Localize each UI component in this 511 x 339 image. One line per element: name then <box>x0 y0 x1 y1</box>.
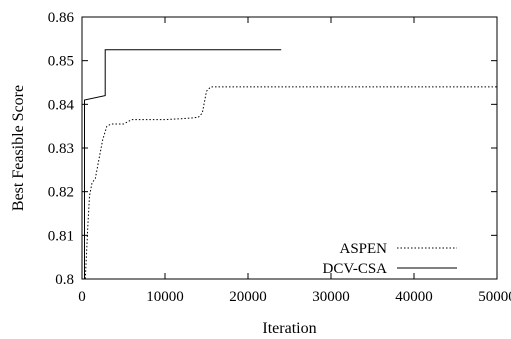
series-line-dcv-csa <box>82 49 282 280</box>
x-tick-label: 20000 <box>229 289 267 305</box>
series-line-aspen <box>82 86 497 280</box>
y-tick-label: 0.82 <box>48 185 74 201</box>
x-tick-label: 30000 <box>312 289 350 305</box>
series-layer <box>82 49 497 280</box>
y-tick-label: 0.8 <box>55 272 74 288</box>
legend-label: DCV-CSA <box>323 261 388 277</box>
x-tick-label: 40000 <box>395 289 433 305</box>
legend: ASPEN DCV-CSA <box>323 241 457 277</box>
y-tick-label: 0.81 <box>48 228 74 244</box>
y-tick-label: 0.83 <box>48 141 74 157</box>
y-axis: 0.8 0.81 0.82 0.83 0.84 0.85 0.86 <box>48 10 497 288</box>
y-tick-label: 0.84 <box>48 97 75 113</box>
legend-label: ASPEN <box>339 241 387 257</box>
plot-frame <box>81 16 498 280</box>
x-tick-label: 0 <box>78 289 86 305</box>
y-tick-label: 0.86 <box>48 10 75 26</box>
y-axis-label: Best Feasible Score <box>10 85 27 211</box>
plot-area <box>81 16 498 280</box>
x-axis-label: Iteration <box>262 320 316 337</box>
y-tick-label: 0.85 <box>48 54 74 70</box>
x-tick-label: 10000 <box>146 289 184 305</box>
